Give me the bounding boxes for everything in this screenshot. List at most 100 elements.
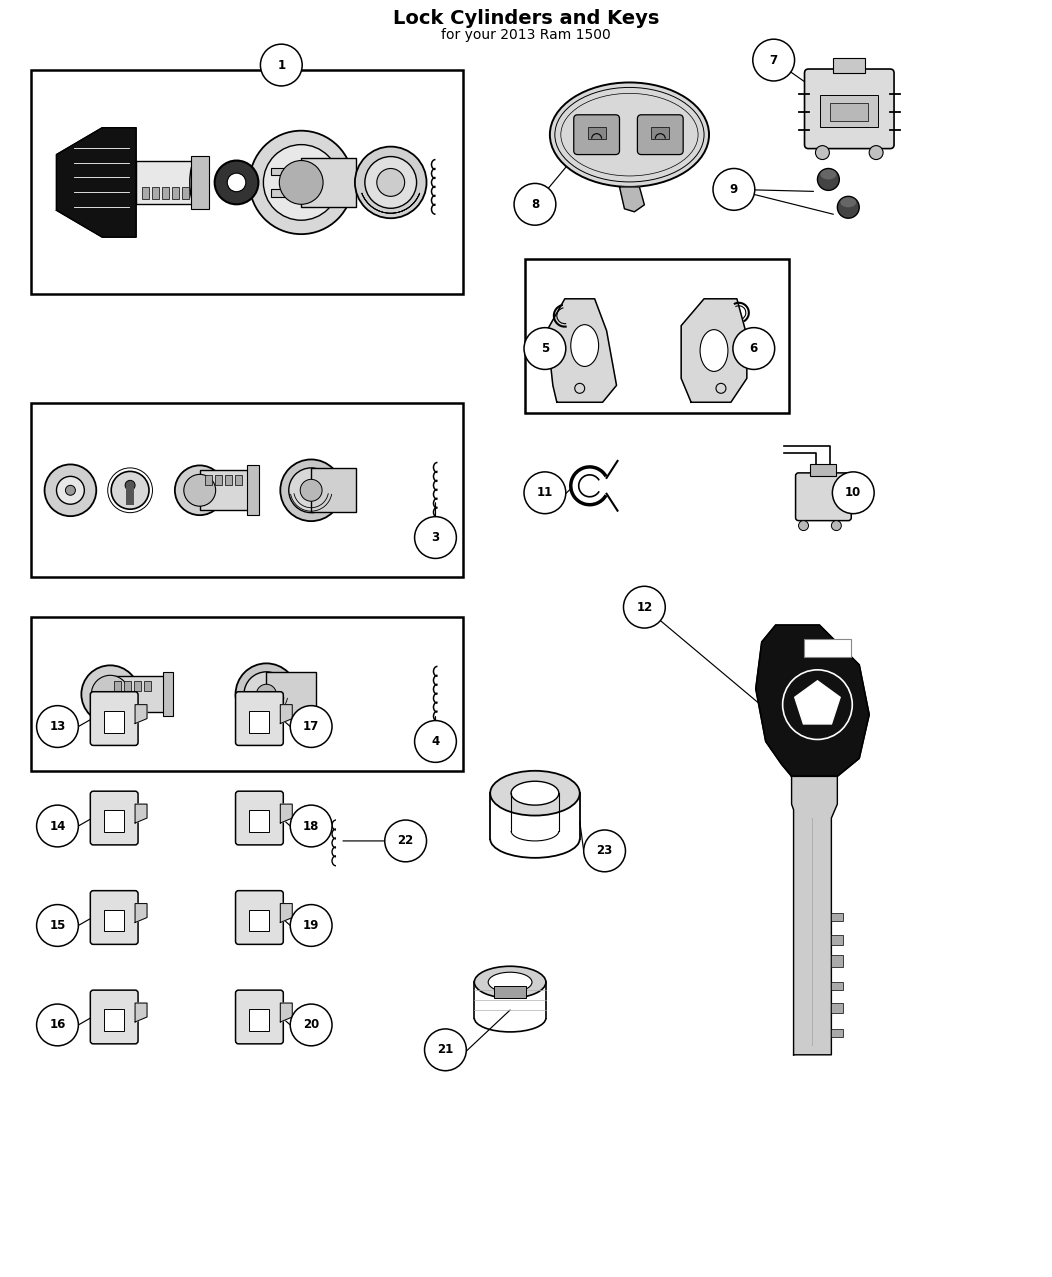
Bar — [151, 188, 159, 199]
Bar — [104, 909, 124, 931]
Ellipse shape — [490, 771, 580, 816]
FancyBboxPatch shape — [236, 990, 283, 1043]
Text: 19: 19 — [303, 919, 320, 932]
Bar — [525, 259, 789, 414]
Polygon shape — [791, 776, 837, 1055]
Bar — [249, 810, 269, 833]
Bar — [171, 188, 179, 199]
Bar — [124, 681, 132, 691]
Bar — [247, 465, 260, 515]
Text: 5: 5 — [541, 342, 549, 355]
Bar — [31, 70, 463, 294]
Ellipse shape — [263, 144, 339, 220]
Bar — [271, 189, 294, 198]
Bar — [266, 672, 316, 716]
Ellipse shape — [92, 676, 129, 713]
Text: 14: 14 — [49, 820, 65, 833]
FancyBboxPatch shape — [236, 792, 283, 845]
Text: 6: 6 — [750, 342, 757, 355]
Text: 8: 8 — [531, 198, 539, 211]
Ellipse shape — [700, 329, 728, 372]
Ellipse shape — [300, 479, 322, 502]
Bar — [831, 982, 844, 990]
Ellipse shape — [474, 967, 546, 999]
Circle shape — [414, 720, 457, 762]
Bar — [110, 677, 165, 713]
Text: 13: 13 — [49, 720, 65, 733]
Bar — [804, 638, 851, 656]
Ellipse shape — [798, 521, 809, 530]
Circle shape — [290, 1004, 332, 1046]
Circle shape — [37, 1004, 79, 1046]
Ellipse shape — [821, 170, 836, 180]
Text: 18: 18 — [303, 820, 320, 833]
Text: 3: 3 — [431, 531, 440, 544]
Ellipse shape — [355, 147, 426, 218]
Text: for your 2013 Ram 1500: for your 2013 Ram 1500 — [441, 28, 611, 42]
Polygon shape — [794, 681, 841, 724]
Ellipse shape — [511, 782, 559, 805]
Polygon shape — [135, 1002, 147, 1022]
Bar — [831, 1002, 844, 1013]
Ellipse shape — [227, 174, 246, 192]
Bar — [830, 103, 868, 121]
Ellipse shape — [377, 169, 405, 197]
Ellipse shape — [189, 161, 202, 204]
Text: 15: 15 — [49, 919, 65, 932]
FancyBboxPatch shape — [90, 890, 138, 945]
Bar — [271, 167, 294, 175]
Text: 4: 4 — [431, 736, 440, 748]
Bar — [142, 188, 149, 199]
Bar — [821, 94, 878, 126]
Bar — [831, 936, 844, 945]
Bar — [205, 475, 211, 485]
Circle shape — [385, 820, 426, 862]
FancyBboxPatch shape — [90, 692, 138, 746]
Ellipse shape — [249, 130, 352, 234]
Text: 9: 9 — [730, 183, 739, 195]
Polygon shape — [682, 299, 747, 402]
Text: 20: 20 — [303, 1019, 319, 1032]
Circle shape — [832, 472, 874, 513]
Ellipse shape — [81, 665, 139, 723]
Circle shape — [261, 45, 302, 86]
FancyBboxPatch shape — [795, 472, 851, 521]
Bar — [301, 157, 356, 207]
Text: 21: 21 — [438, 1043, 453, 1056]
Text: 7: 7 — [770, 54, 777, 66]
Ellipse shape — [257, 684, 277, 704]
Polygon shape — [755, 624, 869, 776]
Ellipse shape — [215, 161, 259, 204]
Circle shape — [425, 1029, 466, 1070]
Bar — [31, 404, 463, 577]
Ellipse shape — [841, 198, 856, 207]
Bar — [134, 681, 141, 691]
Ellipse shape — [815, 146, 829, 160]
Text: 1: 1 — [278, 59, 285, 72]
Bar — [104, 710, 124, 733]
Polygon shape — [135, 705, 147, 724]
Ellipse shape — [65, 485, 76, 495]
Bar — [190, 156, 208, 209]
Bar — [224, 475, 231, 485]
Circle shape — [514, 184, 555, 225]
Ellipse shape — [112, 471, 149, 510]
FancyBboxPatch shape — [805, 69, 894, 148]
Circle shape — [733, 328, 774, 369]
Polygon shape — [620, 186, 645, 212]
Circle shape — [414, 517, 457, 558]
Ellipse shape — [288, 467, 333, 512]
Circle shape — [524, 472, 566, 513]
Circle shape — [713, 169, 754, 211]
Polygon shape — [135, 805, 147, 822]
Polygon shape — [547, 299, 616, 402]
Bar — [136, 161, 196, 204]
Circle shape — [290, 805, 332, 847]
Bar — [831, 955, 844, 967]
Bar — [163, 672, 173, 716]
Polygon shape — [280, 805, 292, 822]
Ellipse shape — [869, 146, 883, 160]
Ellipse shape — [236, 663, 298, 725]
Bar — [235, 475, 242, 485]
Ellipse shape — [571, 324, 599, 366]
